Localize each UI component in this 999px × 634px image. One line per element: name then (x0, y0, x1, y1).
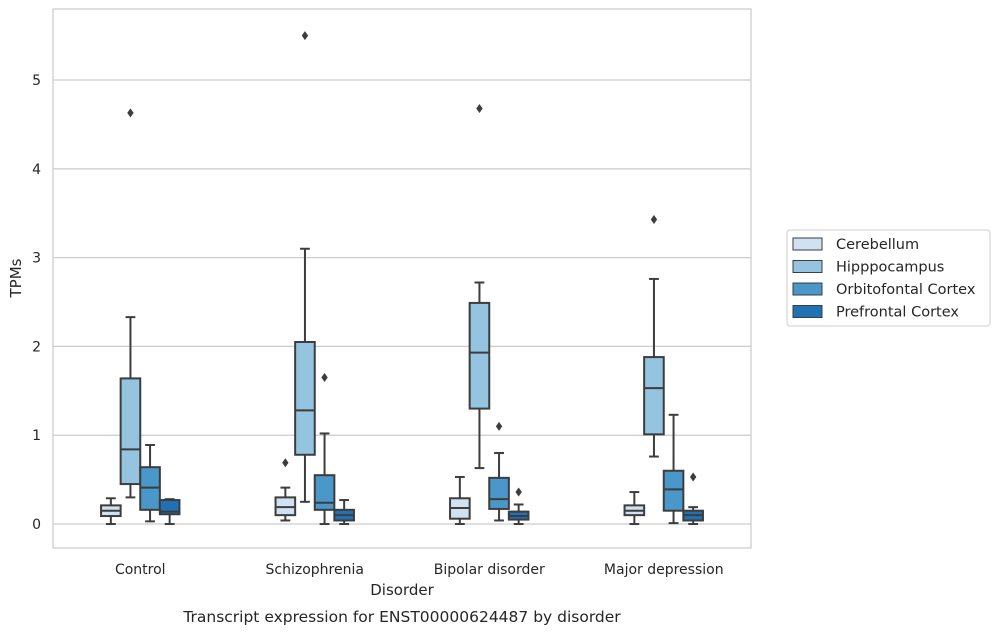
box-2-0 (139, 443, 161, 523)
box-body (488, 476, 510, 510)
box-series-group (100, 31, 704, 526)
x-tick-label: Bipolar disorder (434, 562, 545, 578)
y-tick-label: 2 (32, 339, 41, 355)
box-0-0 (100, 497, 122, 526)
legend: Cerebellum Hipppocampus Orbitofontal Corte… (786, 229, 991, 327)
x-tick-label: Major depression (604, 562, 724, 578)
y-tick-label: 1 (32, 428, 41, 444)
box-3-0 (158, 498, 181, 526)
legend-label: Prefrontal Cortex (836, 305, 959, 321)
outlier-point (321, 373, 328, 383)
box-2-2 (488, 421, 510, 522)
box-1-3 (643, 214, 665, 458)
box-3-3 (682, 472, 704, 526)
x-tick-labels: Control Schizophrenia Bipolar disorder Majo… (115, 562, 724, 578)
x-axis-label: Disorder (370, 581, 434, 599)
outlier-point (476, 103, 483, 113)
plot-frame (52, 8, 752, 549)
legend-swatch (792, 260, 823, 273)
legend-swatch (792, 237, 823, 251)
box-body (643, 356, 665, 436)
outlier-point (515, 487, 522, 497)
box-0-1 (274, 458, 297, 522)
y-tick-labels: 0 1 2 3 4 5 (32, 73, 41, 533)
outlier-point (650, 214, 658, 224)
outlier-point (282, 458, 289, 468)
y-tick-label: 0 (32, 517, 41, 533)
box-2-1 (313, 373, 336, 526)
legend-label: Hipppocampus (836, 260, 944, 276)
box-body (468, 301, 491, 410)
chart-caption: Transcript expression for ENST0000062448… (182, 608, 621, 626)
legend-label: Orbitofontal Cortex (836, 282, 976, 298)
y-tick-label: 3 (32, 251, 41, 267)
legend-label: Cerebellum (836, 237, 919, 253)
legend-frame (786, 229, 991, 327)
box-body (662, 469, 685, 512)
box-1-1 (294, 31, 316, 503)
box-2-3 (662, 413, 685, 525)
box-0-3 (623, 491, 646, 526)
box-3-2 (507, 487, 530, 526)
box-1-2 (468, 103, 491, 470)
legend-swatch (792, 282, 823, 296)
x-tick-label: Control (115, 562, 166, 578)
outlier-point (689, 472, 697, 482)
box-body (119, 377, 142, 486)
legend-swatch (792, 305, 823, 318)
box-body (313, 474, 336, 511)
outlier-point (495, 421, 503, 431)
y-tick-label: 4 (32, 162, 41, 178)
box-body (294, 340, 316, 456)
y-axis-label: TPMs (7, 258, 25, 298)
grid-lines (53, 79, 751, 525)
y-tick-label: 5 (32, 73, 41, 89)
box-1-0 (119, 108, 142, 499)
box-3-1 (333, 499, 355, 526)
box-0-2 (449, 475, 471, 526)
outlier-point (127, 108, 134, 118)
x-tick-label: Schizophrenia (266, 562, 364, 578)
outlier-point (301, 31, 309, 41)
